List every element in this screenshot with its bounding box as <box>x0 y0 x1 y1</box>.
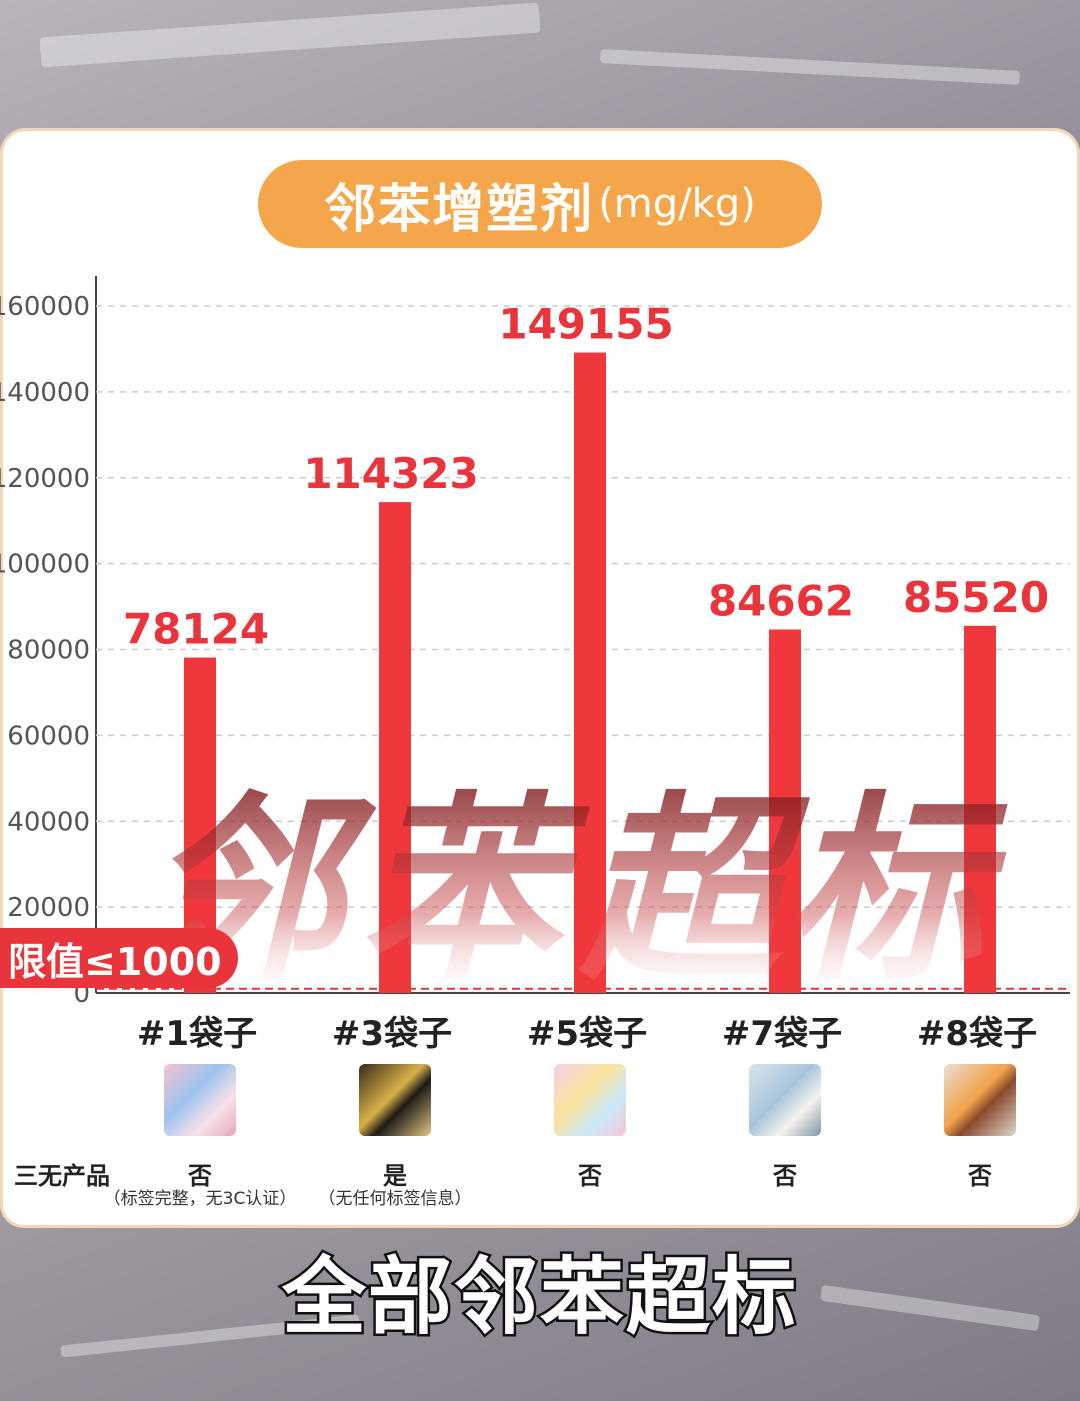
chart-card <box>0 128 1080 1228</box>
watermark-char: 标 <box>785 775 1008 1008</box>
y-tick-label: 100000 <box>0 550 90 580</box>
bar-value-label: 149155 <box>498 300 673 349</box>
x-tick-label: #1袋子 <box>137 1014 257 1054</box>
x-tick-label: #5袋子 <box>527 1014 647 1054</box>
bag-8-photo <box>944 1064 1016 1136</box>
bar <box>769 629 801 993</box>
bar-value-label: 78124 <box>123 605 269 654</box>
y-tick-label: 120000 <box>0 464 90 494</box>
answer-cell: 否 <box>968 1162 992 1190</box>
watermark-char: 苯 <box>360 775 590 1008</box>
limit-badge: 限值≤1000 <box>0 928 238 988</box>
bar-value-label: 85520 <box>903 573 1049 622</box>
y-tick-label: 60000 <box>7 721 90 751</box>
bag-5-photo <box>554 1064 626 1136</box>
answer-note: （标签完整，无3C认证） <box>103 1189 297 1209</box>
bag-7-photo <box>749 1064 821 1136</box>
bag-1-photo <box>164 1064 236 1136</box>
answer-cell: 否 <box>773 1162 797 1190</box>
chart-unit: (mg/kg) <box>598 181 756 227</box>
chart-title: 邻苯增塑剂 (mg/kg) <box>258 160 822 248</box>
chart-title-text: 邻苯增塑剂 <box>324 179 595 240</box>
bottom-caption: 全部邻苯超标 <box>279 1246 798 1349</box>
answer-cell: 是 <box>383 1162 407 1190</box>
y-tick-label: 20000 <box>7 893 90 923</box>
y-tick-label: 160000 <box>0 292 90 322</box>
bag-3-photo <box>359 1064 431 1136</box>
watermark-char: 超 <box>578 775 810 1008</box>
row-label: 三无产品 <box>14 1162 110 1190</box>
bar-value-label: 114323 <box>303 449 478 498</box>
answer-note: （无任何标签信息） <box>318 1189 472 1209</box>
x-tick-label: #8袋子 <box>917 1014 1037 1054</box>
bar <box>574 352 606 994</box>
answer-cell: 否 <box>188 1162 212 1190</box>
x-tick-label: #3袋子 <box>332 1014 452 1054</box>
bar-value-label: 84662 <box>708 576 854 625</box>
y-tick-label: 80000 <box>7 636 90 666</box>
y-tick-label: 40000 <box>7 807 90 837</box>
bar <box>379 502 411 993</box>
answer-cell: 否 <box>578 1162 602 1190</box>
x-tick-label: #7袋子 <box>722 1014 842 1054</box>
bar <box>964 625 996 993</box>
y-tick-label: 140000 <box>0 378 90 408</box>
